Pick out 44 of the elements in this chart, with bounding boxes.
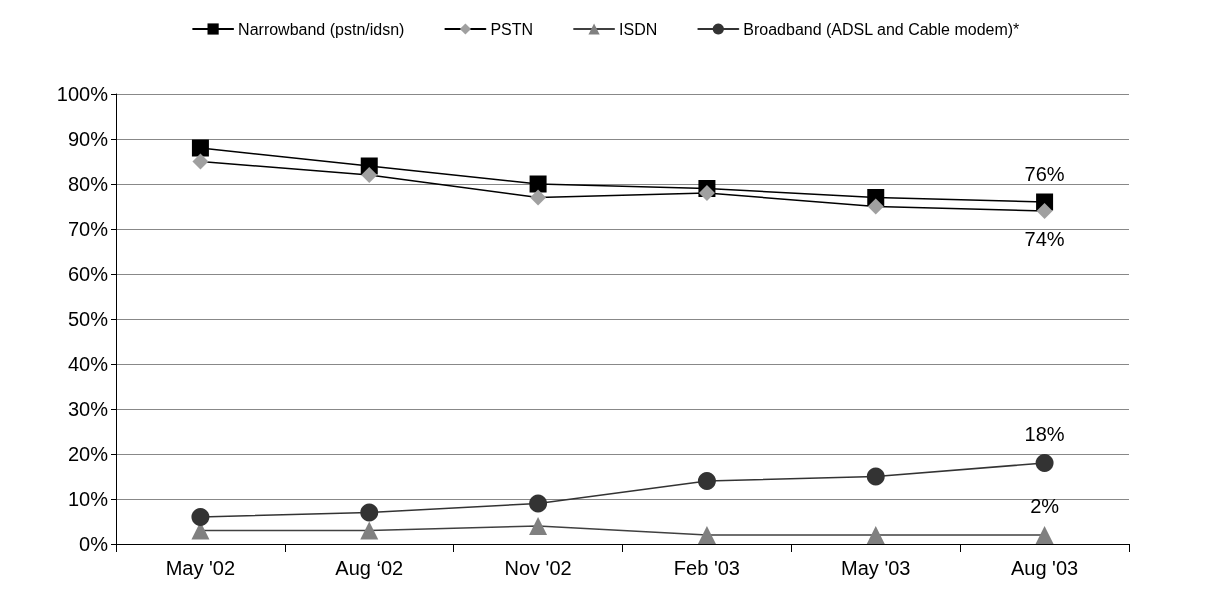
point [1035,454,1054,472]
y-tick-label: 30% [67,398,109,420]
x-tick-label: May '03 [841,557,911,579]
point [529,175,547,193]
point [866,526,885,544]
point [360,521,379,540]
y-tick-label: 10% [67,488,109,510]
point [697,472,716,490]
point [1036,203,1053,219]
legend-label: ISDN [619,20,658,38]
y-tick-label: 50% [67,308,109,330]
y-tick-label: 90% [67,128,109,150]
y-tick-label: 100% [56,83,109,105]
point [529,494,548,513]
x-tick-label: Nov '02 [504,557,572,579]
y-tick-label: 60% [67,263,109,285]
data-label: 18% [1024,423,1065,445]
y-tick-label: 70% [67,218,109,240]
data-label: 74% [1024,228,1065,250]
x-tick-label: Feb '03 [673,557,740,579]
point [867,198,884,215]
y-tick-label: 20% [67,443,109,465]
data-label: 76% [1024,162,1065,185]
point [360,503,379,522]
y-tick-label: 0% [79,533,109,555]
point [192,153,209,170]
y-tick-label: 40% [67,353,109,375]
point [697,526,716,544]
legend-label: PSTN [490,20,534,38]
x-tick-label: Aug ‘02 [335,557,404,579]
point [530,189,547,206]
x-tick-label: May '02 [165,557,236,579]
point [191,139,209,157]
point [361,167,378,183]
point [866,467,885,486]
legend-label: Narrowband (pstn/idsn) [238,20,405,38]
x-tick-label: Aug '03 [1010,557,1079,579]
point [698,185,715,201]
y-tick-label: 80% [67,173,109,195]
point [191,508,210,526]
point [1035,526,1054,544]
data-label: 2% [1030,495,1060,517]
legend-label: Broadband (ADSL and Cable modem)* [743,20,1020,38]
point [529,517,548,535]
